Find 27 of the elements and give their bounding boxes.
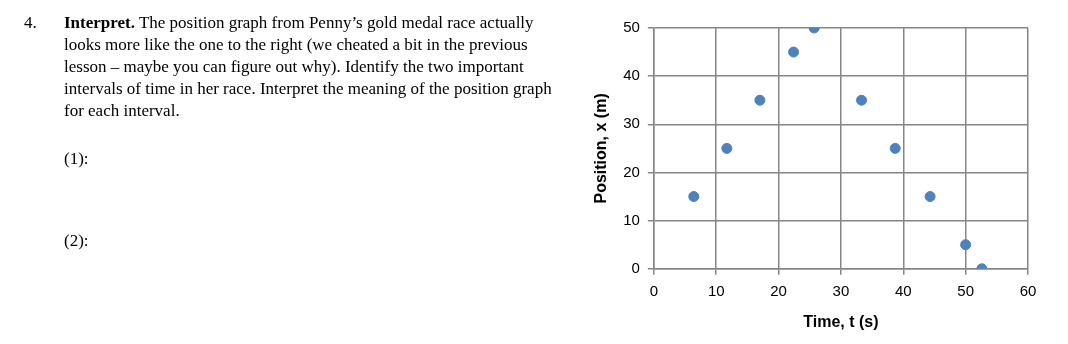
x-tick-label: 20 (770, 281, 787, 299)
text: Interpret. The position graph from Penny’s gold medal race actually looks more like the one to the right (we cheated a bit in the previous lesson – maybe you can figure out why). Identify the two important intervals of time in her race. Interpret the meaning of the position graph for each interval. (64, 13, 552, 120)
x-tick-label: 10 (707, 281, 725, 299)
x-tick-label: 40 (894, 281, 912, 299)
y-tick-label: 30 (623, 114, 640, 132)
point (960, 239, 972, 251)
point (754, 94, 766, 106)
point (889, 142, 901, 154)
y-tick-label: 10 (623, 210, 640, 228)
y-tick-label: 0 (631, 258, 640, 276)
y-tick-label: 20 (623, 162, 640, 180)
x-tick-label: 60 (1019, 281, 1037, 299)
point (788, 46, 800, 58)
x-tick-label: 30 (832, 281, 850, 299)
x-tick-label: 50 (957, 281, 974, 299)
point (721, 142, 733, 154)
text: (2): (64, 230, 90, 252)
point (688, 191, 700, 203)
x-tick-label: 0 (649, 281, 659, 299)
y-tick-label: 50 (623, 18, 640, 36)
x-axis-title: Time, t (s) (803, 312, 879, 330)
text: (1): (64, 148, 90, 170)
text: 4. (24, 12, 37, 34)
point (924, 191, 936, 203)
y-axis-title: Position, x (m) (592, 93, 610, 204)
point (856, 94, 868, 106)
y-tick-label: 40 (623, 66, 640, 84)
